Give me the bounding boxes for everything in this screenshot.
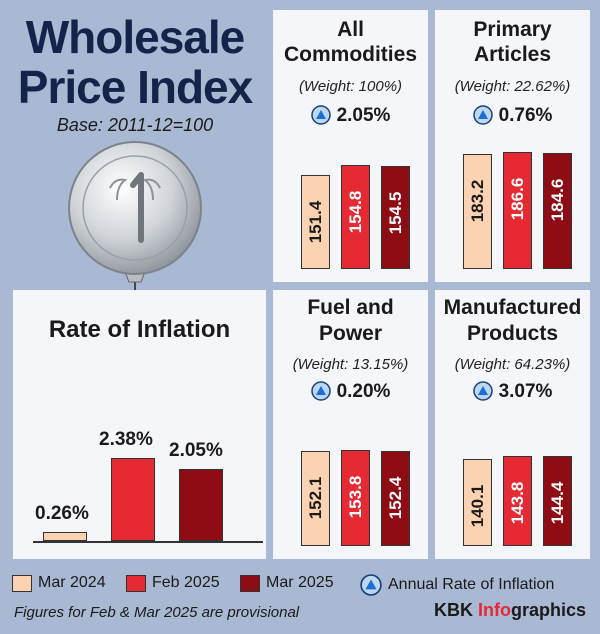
bar-value: 154.5 <box>385 191 405 235</box>
footnote: Figures for Feb & Mar 2025 are provision… <box>14 604 300 621</box>
legend-swatch-mar-2025 <box>240 574 260 592</box>
bar-value: 140.1 <box>467 484 487 528</box>
panel-title-line-2: Products <box>466 322 558 345</box>
panel-manufactured-products: Manufactured Products (Weight: 64.23%) 3… <box>435 290 590 559</box>
title-line-2: Price Index <box>17 61 253 113</box>
bar-feb-2025: 186.6 <box>503 152 532 269</box>
legend-label-rate: Annual Rate of Inflation <box>388 576 555 593</box>
inflation-chart: 0.26% 2.38% 2.05% <box>33 410 263 543</box>
legend-item-mar-2025: Mar 2025 <box>240 574 334 592</box>
panel-title-line-2: Commodities <box>283 43 417 66</box>
bar-feb-2025: 153.8 <box>341 450 370 546</box>
inflation-label-feb-2025: 2.38% <box>99 429 153 450</box>
annual-rate: 0.20% <box>273 381 428 403</box>
bar-mar-2025: 144.4 <box>543 456 572 546</box>
legend-label-feb-2025: Feb 2025 <box>152 574 220 591</box>
legend-item-feb-2025: Feb 2025 <box>126 574 220 592</box>
up-triangle-icon <box>310 381 331 401</box>
legend-swatch-mar-2024 <box>12 574 32 592</box>
bar-value: 154.8 <box>345 190 365 234</box>
coin-body <box>68 141 202 275</box>
bar-mar-2024: 183.2 <box>463 154 492 269</box>
bar-value: 186.6 <box>507 177 527 221</box>
brand-part-3: graphics <box>510 600 586 620</box>
inflation-bar-mar-2024 <box>43 532 87 541</box>
up-triangle-icon <box>472 105 493 125</box>
bar-value: 144.4 <box>547 481 567 525</box>
panel-title-line-1: Manufactured <box>443 296 582 319</box>
legend-item-mar-2024: Mar 2024 <box>12 574 106 592</box>
annual-rate-value: 3.07% <box>498 381 553 402</box>
rupee-coin-illustration <box>68 141 202 320</box>
bar-value: 152.1 <box>305 476 325 520</box>
inflation-baseline <box>33 541 263 543</box>
annual-rate-value: 2.05% <box>336 105 391 126</box>
legend-item-rate: Annual Rate of Inflation <box>360 574 554 596</box>
weight-label: (Weight: 22.62%) <box>454 78 571 95</box>
bar-mar-2025: 184.6 <box>543 153 572 269</box>
bar-value: 152.4 <box>385 476 405 520</box>
legend-swatch-feb-2025 <box>126 574 146 592</box>
panel-title-line-1: Fuel and <box>307 296 394 319</box>
inflation-label-mar-2024: 0.26% <box>35 503 89 524</box>
coin-inner-ring <box>82 155 188 261</box>
inflation-title: Rate of Inflation <box>48 316 231 343</box>
coin-wheat-right <box>142 178 161 201</box>
brand-part-1: KBK <box>433 600 478 620</box>
bar-value: 184.6 <box>547 178 567 222</box>
brand-logo: KBK Infographics <box>434 600 586 621</box>
bar-mar-2024: 140.1 <box>463 459 492 546</box>
legend-label-mar-2024: Mar 2024 <box>38 574 106 591</box>
annual-rate: 2.05% <box>273 105 428 127</box>
bar-mar-2024: 151.4 <box>301 175 330 269</box>
inflation-bar-feb-2025 <box>111 458 155 541</box>
bar-feb-2025: 143.8 <box>503 456 532 546</box>
bar-value: 183.2 <box>467 179 487 223</box>
weight-label: (Weight: 13.15%) <box>292 356 409 373</box>
panel-title-line-1: Primary <box>473 18 552 41</box>
panel-title-line-2: Articles <box>473 43 552 66</box>
inflation-label-mar-2025: 2.05% <box>169 440 223 461</box>
title-line-1: Wholesale <box>25 11 246 63</box>
bar-value: 153.8 <box>345 475 365 519</box>
bar-mar-2025: 154.5 <box>381 166 410 269</box>
inflation-panel: Rate of Inflation 0.26% 2.38% 2.05% <box>13 290 266 559</box>
panel-title-line-1: All <box>337 18 364 41</box>
inflation-bar-mar-2025 <box>179 469 223 541</box>
legend: Mar 2024 Feb 2025 Mar 2025 Annual Rate o… <box>0 568 600 598</box>
panel-primary-articles: Primary Articles (Weight: 22.62%) 0.76% … <box>435 10 590 282</box>
base-year-label: Base: 2011-12=100 <box>56 115 214 135</box>
annual-rate-value: 0.20% <box>336 381 391 402</box>
annual-rate-value: 0.76% <box>498 105 553 126</box>
bar-value: 143.8 <box>507 481 527 525</box>
bar-feb-2025: 154.8 <box>341 165 370 269</box>
panel-fuel-and-power: Fuel and Power (Weight: 13.15%) 0.20% 15… <box>273 290 428 559</box>
up-triangle-icon <box>360 574 382 596</box>
up-triangle-icon <box>310 105 331 125</box>
panel-title-line-2: Power <box>318 322 383 345</box>
weight-label: (Weight: 100%) <box>298 78 403 95</box>
up-triangle-icon <box>472 381 493 401</box>
coin-numeral-one <box>130 172 144 243</box>
legend-label-mar-2025: Mar 2025 <box>266 574 334 591</box>
bar-mar-2024: 152.1 <box>301 451 330 546</box>
weight-label: (Weight: 64.23%) <box>454 356 571 373</box>
page-title: Wholesale Price Index <box>0 12 270 112</box>
brand-part-2: Info <box>477 600 511 620</box>
bar-mar-2025: 152.4 <box>381 451 410 546</box>
coin-wheat-left <box>109 178 128 201</box>
bar-value: 151.4 <box>305 200 325 244</box>
annual-rate: 3.07% <box>435 381 590 403</box>
panel-all-commodities: All Commodities (Weight: 100%) 2.05% 151… <box>273 10 428 282</box>
annual-rate: 0.76% <box>435 105 590 127</box>
